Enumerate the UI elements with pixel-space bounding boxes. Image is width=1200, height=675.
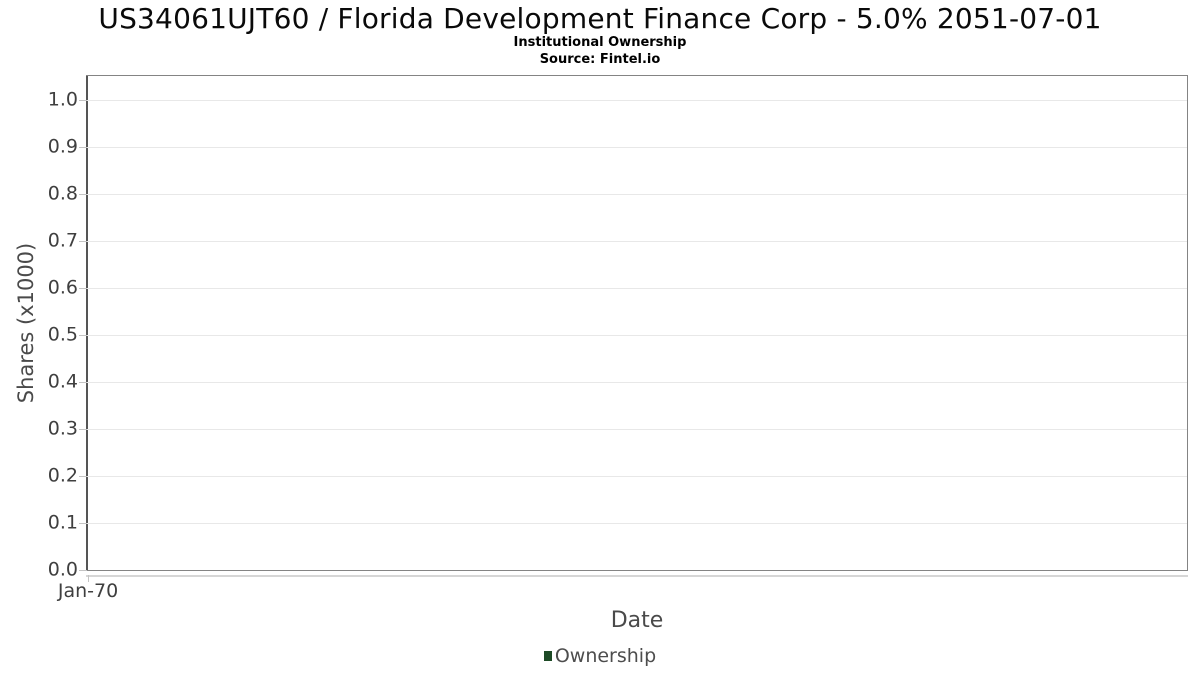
- y-axis-tick: [79, 382, 87, 383]
- y-axis-tick: [79, 429, 87, 430]
- y-axis-tick: [79, 335, 87, 336]
- y-axis-tick: [79, 147, 87, 148]
- chart-subtitle: Institutional Ownership: [513, 35, 687, 50]
- gridline: [87, 382, 1187, 383]
- y-axis-line: [86, 76, 88, 570]
- legend-swatch-icon: [543, 651, 552, 661]
- plot-area: 0.0 0.1 0.2 0.3 0.4 0.5 0.6 0.7 0.8 0.9 1.0: [48, 75, 1188, 581]
- y-tick-label: 1.0: [47, 88, 78, 111]
- legend-label: Ownership: [554, 645, 657, 667]
- y-tick-label: 0.0: [47, 558, 78, 581]
- y-axis-tick: [79, 100, 87, 101]
- x-tick-label: Jan-70: [57, 580, 119, 602]
- x-axis-line: [86, 575, 1188, 577]
- chart-source: Source: Fintel.io: [539, 52, 661, 67]
- y-axis-tick: [79, 288, 87, 289]
- gridline: [87, 100, 1187, 101]
- y-axis-tick: [79, 570, 87, 571]
- y-tick-label: 0.8: [47, 182, 78, 205]
- y-axis-title: Shares (x1000): [14, 242, 38, 404]
- chart-title: US34061UJT60 / Florida Development Finan…: [98, 2, 1102, 35]
- gridline: [87, 194, 1187, 195]
- y-tick-label: 0.4: [47, 370, 78, 393]
- gridline: [87, 476, 1187, 477]
- x-axis-title: Date: [610, 608, 664, 633]
- y-tick-label: 0.6: [47, 276, 78, 299]
- gridline: [87, 335, 1187, 336]
- y-tick-label: 0.7: [47, 229, 78, 252]
- gridline: [87, 429, 1187, 430]
- y-tick-label: 0.1: [47, 511, 78, 534]
- gridline: [87, 523, 1187, 524]
- gridline: [87, 241, 1187, 242]
- y-tick-label: 0.9: [47, 135, 78, 158]
- y-axis-tick: [79, 241, 87, 242]
- x-axis-tick: [88, 575, 89, 582]
- y-tick-label: 0.5: [47, 323, 78, 346]
- y-axis-tick: [79, 523, 87, 524]
- y-tick-label: 0.2: [47, 464, 78, 487]
- legend: Ownership: [0, 645, 1200, 667]
- y-axis-tick: [79, 476, 87, 477]
- gridline: [87, 288, 1187, 289]
- y-axis-tick: [79, 194, 87, 195]
- gridline: [87, 147, 1187, 148]
- legend-item-ownership[interactable]: Ownership: [543, 645, 657, 667]
- y-tick-label: 0.3: [47, 417, 78, 440]
